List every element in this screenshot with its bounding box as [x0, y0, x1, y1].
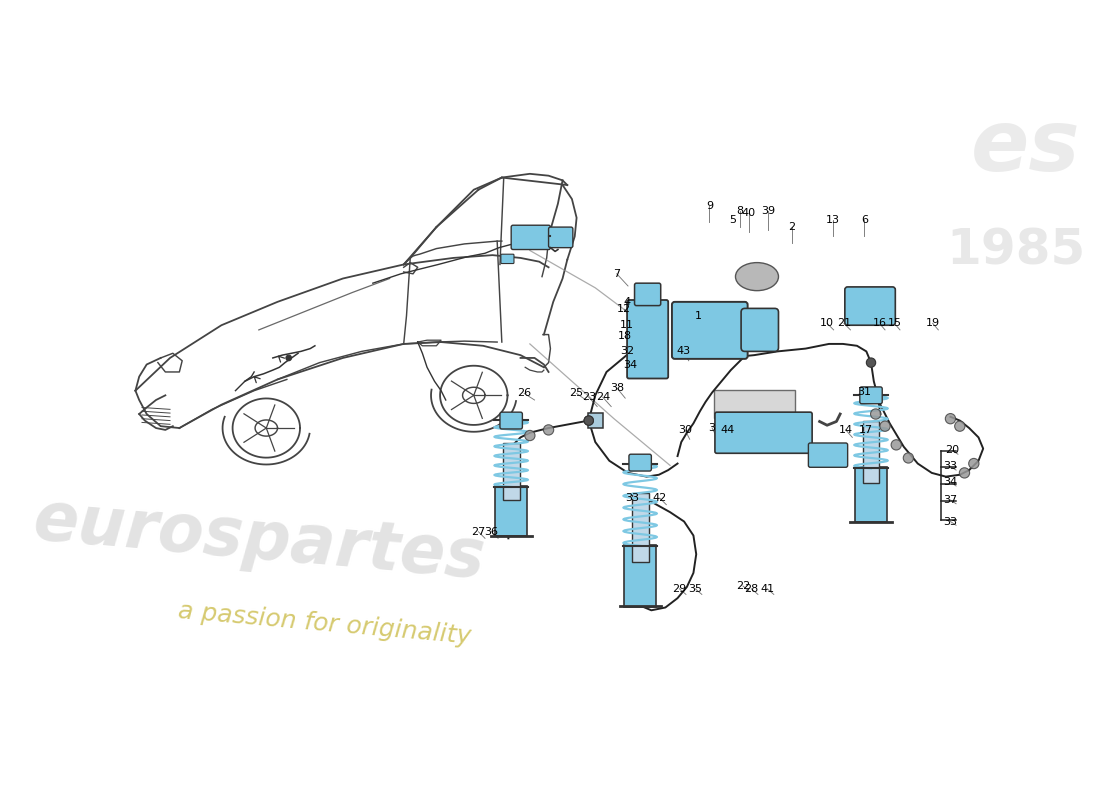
Text: 42: 42: [652, 493, 667, 503]
Text: 23: 23: [582, 392, 596, 402]
FancyBboxPatch shape: [503, 443, 519, 500]
Text: 20: 20: [945, 446, 959, 455]
Circle shape: [543, 425, 553, 435]
FancyBboxPatch shape: [587, 413, 603, 428]
Text: 12: 12: [617, 304, 631, 314]
FancyBboxPatch shape: [627, 300, 668, 378]
Text: 13: 13: [826, 214, 839, 225]
Text: 1985: 1985: [946, 226, 1086, 274]
Text: 35: 35: [689, 584, 702, 594]
Text: 24: 24: [595, 392, 609, 402]
FancyBboxPatch shape: [860, 387, 882, 404]
Text: 39: 39: [761, 206, 776, 216]
Text: 33: 33: [625, 493, 639, 503]
Text: 10: 10: [821, 318, 834, 328]
Text: 9: 9: [706, 201, 713, 210]
FancyBboxPatch shape: [631, 493, 649, 562]
FancyBboxPatch shape: [549, 227, 573, 248]
Circle shape: [584, 416, 593, 426]
Text: 16: 16: [872, 318, 887, 328]
FancyBboxPatch shape: [714, 390, 795, 418]
FancyBboxPatch shape: [629, 454, 651, 471]
Text: 38: 38: [609, 383, 624, 393]
Text: a passion for originality: a passion for originality: [177, 599, 472, 649]
Text: 27: 27: [471, 526, 485, 537]
Text: 17: 17: [859, 425, 873, 435]
FancyBboxPatch shape: [855, 467, 887, 522]
Text: 8: 8: [737, 206, 744, 216]
Text: 28: 28: [745, 584, 759, 594]
Text: 19: 19: [925, 318, 939, 328]
Text: 2: 2: [788, 222, 795, 232]
Text: 5: 5: [729, 214, 736, 225]
Circle shape: [903, 453, 913, 463]
Circle shape: [945, 414, 956, 424]
Text: 1: 1: [694, 311, 702, 321]
Text: 6: 6: [861, 214, 868, 225]
FancyBboxPatch shape: [500, 254, 514, 263]
Text: 4: 4: [624, 297, 630, 307]
Text: 3: 3: [708, 423, 716, 433]
FancyBboxPatch shape: [845, 287, 895, 326]
Text: eurospartes: eurospartes: [30, 487, 487, 593]
FancyBboxPatch shape: [715, 412, 812, 454]
FancyBboxPatch shape: [635, 283, 661, 306]
Circle shape: [891, 440, 901, 450]
FancyBboxPatch shape: [512, 226, 550, 250]
Text: 30: 30: [678, 425, 692, 435]
Circle shape: [867, 358, 876, 367]
FancyBboxPatch shape: [741, 309, 779, 351]
Text: 43: 43: [676, 346, 690, 356]
FancyBboxPatch shape: [625, 545, 656, 606]
Text: 22: 22: [736, 581, 750, 591]
FancyBboxPatch shape: [862, 421, 879, 482]
Text: 44: 44: [720, 425, 734, 435]
Text: 34: 34: [623, 361, 637, 370]
Text: 37: 37: [944, 495, 957, 505]
Text: 33: 33: [944, 517, 957, 526]
Circle shape: [286, 355, 292, 361]
Circle shape: [955, 421, 965, 431]
Text: 21: 21: [837, 318, 851, 328]
Circle shape: [969, 458, 979, 469]
Text: 29: 29: [672, 584, 686, 594]
Circle shape: [880, 421, 890, 431]
Ellipse shape: [736, 262, 779, 290]
Text: 14: 14: [838, 425, 853, 435]
Text: 11: 11: [620, 320, 634, 330]
Text: 34: 34: [944, 478, 957, 487]
FancyBboxPatch shape: [672, 302, 748, 359]
FancyBboxPatch shape: [500, 412, 522, 429]
Text: 41: 41: [760, 584, 774, 594]
Text: 26: 26: [517, 389, 531, 398]
Text: 18: 18: [618, 331, 632, 342]
Text: 31: 31: [858, 386, 871, 397]
Text: 32: 32: [620, 346, 634, 356]
Circle shape: [525, 430, 535, 441]
Text: es: es: [970, 106, 1080, 189]
Text: 15: 15: [888, 318, 901, 328]
Circle shape: [870, 409, 881, 419]
Text: 25: 25: [570, 389, 584, 398]
FancyBboxPatch shape: [808, 443, 848, 467]
Text: 33: 33: [944, 462, 957, 471]
Circle shape: [959, 468, 969, 478]
Text: 7: 7: [613, 269, 620, 279]
Text: 40: 40: [741, 208, 756, 218]
FancyBboxPatch shape: [495, 486, 527, 537]
Text: 36: 36: [484, 526, 498, 537]
Circle shape: [584, 416, 593, 426]
